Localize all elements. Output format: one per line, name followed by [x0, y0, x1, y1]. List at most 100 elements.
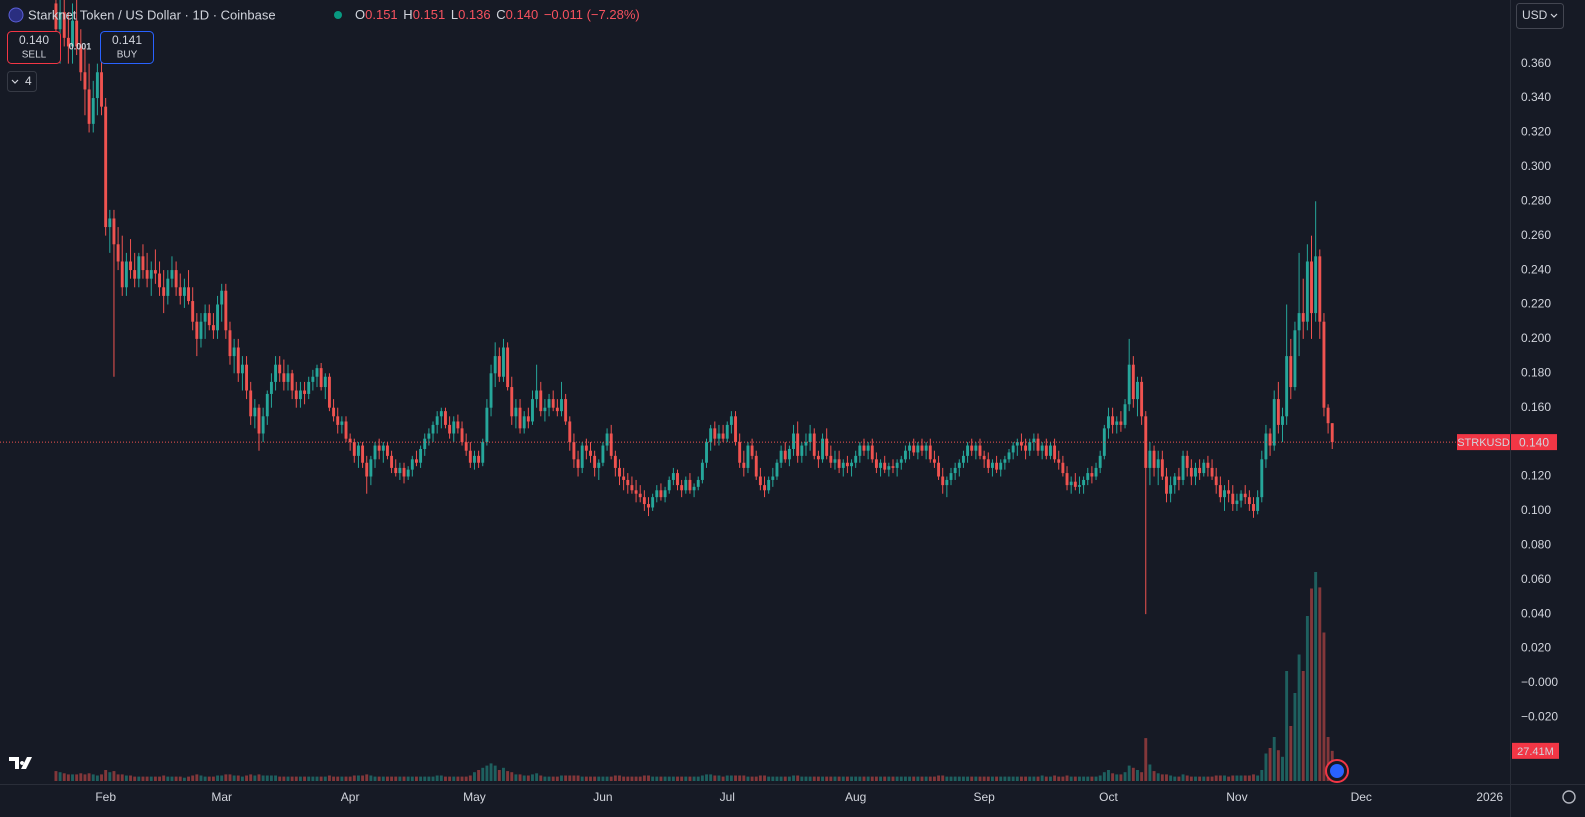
volume-bar — [845, 776, 849, 781]
candle-body — [1065, 473, 1069, 486]
volume-bar — [100, 774, 103, 781]
volume-bar — [945, 776, 949, 781]
volume-bar — [298, 776, 302, 781]
volume-bar — [787, 776, 791, 781]
candle-body — [1040, 445, 1044, 451]
candle-body — [385, 445, 389, 456]
volume-bar — [352, 775, 356, 781]
candle-body — [630, 485, 634, 491]
candle-body — [1202, 462, 1206, 474]
volume-tag: 27.41M — [1517, 746, 1554, 758]
candle-body — [228, 330, 232, 357]
volume-bar — [605, 776, 609, 781]
volume-bar — [108, 772, 112, 781]
candle-body — [257, 407, 261, 434]
candle-body — [816, 455, 820, 460]
candle-body — [1032, 438, 1036, 443]
symbol-tag: STRKUSD — [1457, 437, 1510, 449]
volume-bar — [551, 776, 555, 781]
candle-body — [415, 459, 418, 463]
candle-body — [899, 459, 903, 463]
candle-body — [924, 445, 928, 451]
candle-body — [1140, 381, 1144, 417]
candle-body — [435, 416, 439, 425]
candle-body — [1177, 476, 1181, 480]
volume-bar — [1202, 776, 1206, 781]
volume-bar — [1268, 748, 1272, 781]
volume-bar — [1231, 775, 1235, 781]
volume-bar — [311, 776, 315, 781]
volume-bar — [1057, 776, 1061, 781]
candle-body — [1044, 445, 1048, 456]
volume-bar — [995, 776, 999, 781]
currency-button[interactable] — [1516, 3, 1564, 29]
currency: USD — [1522, 8, 1548, 22]
candle-body — [531, 399, 534, 422]
y-tick-label: 0.040 — [1521, 606, 1551, 620]
candle-body — [568, 421, 572, 443]
candle-body — [667, 479, 671, 491]
candle-body — [419, 448, 423, 463]
volume-bar — [1024, 776, 1028, 781]
volume-bar — [1210, 776, 1214, 781]
candle-body — [841, 462, 845, 468]
candle-body — [767, 479, 771, 491]
tradingview-logo[interactable] — [9, 757, 32, 769]
candle-body — [1123, 404, 1127, 425]
candle-body — [369, 459, 373, 477]
candle-body — [903, 450, 907, 460]
candle-body — [526, 416, 530, 422]
candle-body — [891, 466, 895, 468]
candle-body — [796, 433, 800, 456]
volume-bar — [444, 776, 447, 781]
candle-body — [1276, 399, 1280, 425]
candle-body — [83, 72, 87, 90]
volume-bar — [808, 776, 812, 781]
candle-body — [680, 485, 684, 491]
volume-bar — [1115, 774, 1119, 781]
x-tick-label: Jun — [593, 790, 612, 804]
volume-bar — [613, 775, 617, 781]
candle-body — [1136, 381, 1139, 400]
y-tick-label: 0.320 — [1521, 125, 1551, 139]
volume-bar — [282, 776, 286, 781]
y-tick-label: 0.020 — [1521, 641, 1551, 655]
volume-bar — [240, 776, 244, 781]
y-tick-label: 0.080 — [1521, 537, 1551, 551]
volume-bar — [1256, 775, 1260, 781]
candle-body — [825, 438, 829, 456]
candle-body — [232, 347, 236, 357]
candle-body — [87, 89, 91, 124]
candle-body — [303, 390, 307, 394]
volume-bar — [249, 774, 253, 781]
candle-body — [298, 390, 302, 400]
candle-body — [879, 462, 883, 468]
indicators-toggle[interactable] — [7, 71, 37, 92]
volume-bar — [435, 775, 439, 781]
volume-bar — [116, 774, 120, 781]
candle-body — [104, 106, 108, 228]
candle-body — [539, 390, 543, 412]
volume-bar — [816, 776, 820, 781]
volume-bar — [1011, 776, 1015, 781]
candle-body — [647, 504, 650, 508]
volume-bar — [1119, 774, 1123, 781]
y-tick-label: 0.340 — [1521, 90, 1551, 104]
volume-bar — [133, 776, 137, 781]
buy-button[interactable] — [100, 31, 154, 64]
volume-bar — [734, 775, 737, 781]
sell-button[interactable] — [7, 31, 61, 64]
chart-title[interactable]: Starknet Token / US Dollar · 1D · Coinba… — [28, 7, 276, 22]
x-tick-label: Apr — [341, 790, 360, 804]
volume-bar — [543, 776, 547, 781]
volume-bar — [1235, 775, 1239, 781]
settings-icon[interactable] — [1562, 790, 1576, 804]
volume-bar — [170, 776, 174, 781]
volume-bar — [659, 776, 663, 781]
volume-bar — [763, 775, 766, 781]
volume-bar — [779, 776, 783, 781]
candle-body — [543, 407, 547, 412]
market-status[interactable] — [334, 11, 342, 19]
y-tick-label: 0.200 — [1521, 331, 1551, 345]
candle-body — [75, 20, 79, 47]
